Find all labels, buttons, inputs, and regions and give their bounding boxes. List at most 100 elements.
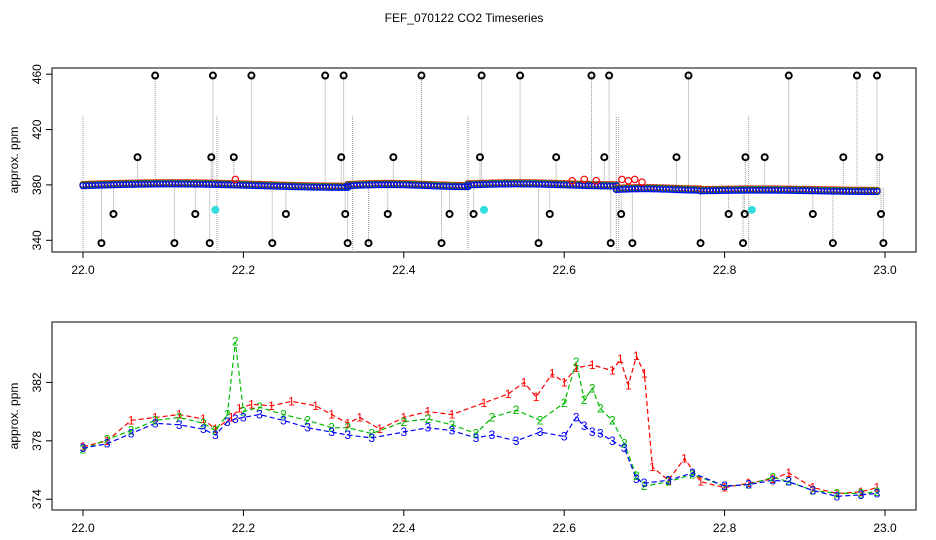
- flagged-point: [383, 210, 392, 218]
- excursion-point: [624, 176, 633, 185]
- series-2-marker: 2: [769, 470, 776, 484]
- flagged-point: [191, 210, 200, 218]
- flagged-point: [133, 153, 142, 162]
- flagged-point: [151, 71, 160, 80]
- special-point: [480, 205, 488, 214]
- series-1-marker: 1: [785, 466, 792, 480]
- flagged-point: [437, 239, 446, 248]
- series-3-marker: 3: [152, 416, 159, 430]
- series-1-marker: 1: [858, 485, 865, 499]
- series-1-marker: 1: [609, 364, 616, 378]
- series-1-marker: 1: [649, 460, 656, 474]
- series-1-marker: 1: [268, 399, 275, 413]
- bottom-panel: approx. ppm 22.0 22.2 22.4 22.6 22.8 23.0 374 3…: [7, 321, 917, 535]
- flagged-point: [208, 71, 217, 80]
- series-1-marker: 1: [328, 408, 335, 422]
- series-1-marker: 1: [356, 410, 363, 424]
- series-1-marker: 1: [152, 410, 159, 424]
- series-1-marker: 1: [200, 412, 207, 426]
- flagged-point: [247, 71, 256, 80]
- flagged-point: [229, 153, 238, 162]
- excursion-point: [630, 175, 639, 184]
- series-1-marker: 1: [176, 408, 183, 422]
- special-point: [747, 205, 756, 214]
- flagged-point: [343, 239, 352, 248]
- series-3-marker: 3: [573, 410, 580, 424]
- series-2-marker: 2: [400, 415, 407, 429]
- series-1-marker: 1: [376, 422, 383, 436]
- series-2-marker: 2: [537, 413, 544, 427]
- flagged-point: [545, 210, 554, 218]
- series-2-marker: 2: [152, 413, 159, 427]
- series-3-marker: 3: [304, 421, 311, 435]
- flagged-point: [784, 71, 793, 80]
- series-3-marker: 3: [400, 425, 407, 439]
- series-1-marker: 1: [633, 349, 640, 363]
- series-2-marker: 2: [344, 421, 351, 435]
- series-3-marker: 3: [425, 421, 432, 435]
- series-2-marker: 2: [224, 408, 231, 422]
- bottom-x-tick-label: 22.4: [392, 521, 416, 535]
- series-3-marker: 3: [240, 410, 247, 424]
- flagged-point: [477, 71, 486, 80]
- series-3-marker: 3: [665, 473, 672, 487]
- series-2-marker: 2: [874, 485, 881, 499]
- series-1-marker: 1: [505, 387, 512, 401]
- series-2-marker: 2: [633, 469, 640, 483]
- series-1-marker: 1: [589, 358, 596, 372]
- flagged-point: [672, 153, 681, 162]
- series-1-marker: 1: [212, 422, 219, 436]
- series-3-marker: 3: [641, 476, 648, 490]
- bottom-x-tick-label: 23.0: [873, 521, 897, 535]
- series-2-marker: 2: [581, 393, 588, 407]
- series-3-marker: 3: [581, 419, 588, 433]
- series-2-marker: 2: [425, 412, 432, 426]
- flagged-point: [617, 210, 626, 218]
- flagged-point: [475, 153, 484, 162]
- flagged-point: [281, 210, 290, 218]
- series-1-marker: 1: [236, 402, 243, 416]
- flagged-point: [469, 210, 478, 218]
- flagged-point: [828, 239, 837, 248]
- flagged-point: [741, 153, 750, 162]
- series-2-marker: 2: [597, 402, 604, 416]
- series-2-marker: 2: [368, 427, 375, 441]
- series-3-marker: 3: [633, 472, 640, 486]
- series-2-marker: 2: [721, 479, 728, 493]
- series-1-marker: 1: [809, 481, 816, 495]
- top-marks: [79, 71, 888, 250]
- flagged-point: [696, 239, 705, 248]
- series-2-marker: 2: [176, 410, 183, 424]
- top-x-tick-label: 22.2: [232, 263, 256, 277]
- series-1-marker: 1: [128, 413, 135, 427]
- flagged-point: [760, 153, 769, 162]
- series-3-marker: 3: [874, 486, 881, 500]
- series-2-marker: 2: [80, 443, 87, 457]
- series-1-marker: 1: [573, 361, 580, 375]
- series-3-marker: 3: [368, 431, 375, 445]
- flagged-point: [605, 71, 614, 80]
- series-3-marker: 3: [561, 429, 568, 443]
- flagged-point: [337, 153, 346, 162]
- series-2-marker: 2: [745, 478, 752, 492]
- top-x-tick-label: 22.0: [71, 263, 95, 277]
- excursion-point: [638, 178, 646, 186]
- series-1-marker: 1: [834, 486, 841, 500]
- series-2-marker: 2: [589, 381, 596, 395]
- flagged-point: [445, 210, 454, 218]
- flagged-point: [872, 71, 881, 80]
- series-1-marker: 1: [481, 396, 488, 410]
- excursion-point: [592, 176, 601, 185]
- series-3-marker: 3: [834, 489, 841, 503]
- series-3-marker: 3: [809, 483, 816, 497]
- bottom-x-tick-label: 22.6: [553, 521, 577, 535]
- bottom-y-tick-label: 378: [30, 430, 44, 450]
- bottom-axes: 22.0 22.2 22.4 22.6 22.8 23.0 374 378 382: [30, 372, 897, 535]
- series-2-marker: 2: [212, 424, 219, 438]
- series-2-marker: 2: [809, 483, 816, 497]
- flagged-point: [684, 71, 693, 80]
- flagged-point: [97, 239, 106, 248]
- excursion-point: [231, 175, 240, 184]
